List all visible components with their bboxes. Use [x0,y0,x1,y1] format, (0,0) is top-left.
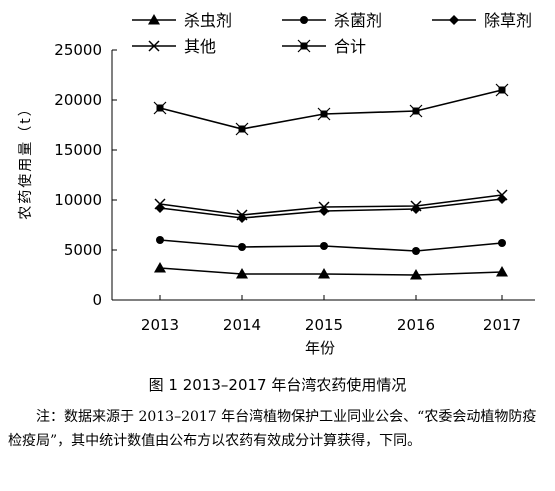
series-line [159,89,503,130]
x-tick-label: 2013 [141,316,179,334]
series-line [159,239,503,252]
legend-label: 除草剂 [484,11,532,30]
figure-caption: 图 1 2013–2017 年台湾农药使用情况 [148,376,407,394]
y-tick-label: 20000 [54,91,102,109]
legend-label: 杀菌剂 [334,11,382,30]
x-tick-label: 2017 [483,316,521,334]
y-axis-label: 农药使用量（t） [17,100,34,220]
data-point [154,262,166,273]
data-point [238,243,246,251]
y-tick-label: 10000 [54,191,102,209]
data-point [412,247,420,255]
legend-marker [449,15,459,25]
y-tick-label: 25000 [54,41,102,59]
note-text: 数据来源于 2013–2017 年台湾植物保护工业同业公会、“农委会动植物防疫检… [8,409,537,449]
data-point [496,189,508,201]
x-tick-label: 2015 [305,316,343,334]
series-x [154,189,508,221]
data-point [235,122,249,136]
legend-marker [148,40,160,52]
data-point [409,104,423,118]
data-point [154,198,166,210]
data-point [317,107,331,121]
y-tick-label: 0 [92,291,102,309]
data-point [410,200,422,212]
legend-entry: 杀虫剂 [132,11,232,30]
legend-entry: 合计 [282,37,366,56]
legend-label: 合计 [334,37,366,56]
x-tick-label: 2016 [397,316,435,334]
legend-label: 其他 [184,37,216,56]
legend-entry: 杀菌剂 [282,11,382,30]
data-point [496,266,508,277]
legend-label: 杀虫剂 [184,11,232,30]
data-point [318,201,330,213]
y-tick-label: 15000 [54,141,102,159]
data-point [318,268,330,279]
legend-marker [300,16,308,24]
series-layer [153,83,509,280]
note-label: 注： [36,409,64,425]
data-point [236,268,248,279]
data-point [320,242,328,250]
series-circle [156,236,506,255]
x-axis-label: 年份 [305,339,335,357]
data-point [498,239,506,247]
chart-axes: 0 5000 10000 15000 20000 25000 2013 2014 2015 201… [54,41,535,334]
figure-note: 注：数据来源于 2013–2017 年台湾植物保护工业同业公会、“农委会动植物防… [8,405,550,453]
series-square-star [153,83,509,136]
series-diamond [155,194,507,223]
data-point [410,269,422,280]
legend-entry: 其他 [132,37,216,56]
y-tick-label: 5000 [64,241,102,259]
legend-marker [297,39,311,53]
data-point [495,83,509,97]
series-line [159,267,503,276]
x-tick-label: 2014 [223,316,261,334]
data-point [153,101,167,115]
series-triangle [154,262,508,280]
legend-marker [148,14,160,25]
legend-entry: 除草剂 [432,11,532,30]
data-point [156,236,164,244]
data-point [236,209,248,221]
